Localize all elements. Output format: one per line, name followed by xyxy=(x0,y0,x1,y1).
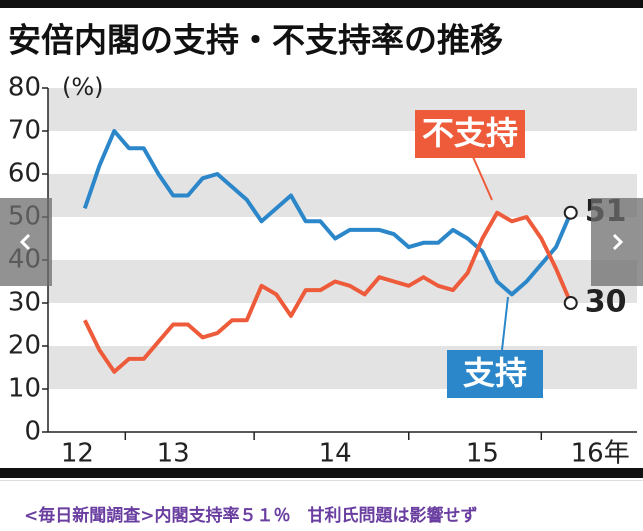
y-tick-label: 0 xyxy=(24,417,41,447)
callout-box xyxy=(415,110,525,158)
y-tick-label: 20 xyxy=(8,331,41,361)
grid-band xyxy=(48,88,637,131)
next-button[interactable] xyxy=(591,198,643,286)
legend-label: 支持 xyxy=(463,354,527,392)
y-tick-label: 30 xyxy=(8,288,41,318)
x-tick-label: 13 xyxy=(157,439,190,469)
x-tick-label: 12 xyxy=(61,439,94,469)
prev-icon xyxy=(19,233,31,251)
x-tick-label: 16年 xyxy=(571,439,630,469)
y-tick-label: 10 xyxy=(8,374,41,404)
x-tick-label: 14 xyxy=(319,439,352,469)
series-line xyxy=(82,129,573,297)
series-line xyxy=(83,210,573,374)
callout-pointer xyxy=(501,296,509,351)
legend-label: 不支持 xyxy=(422,114,518,152)
top-bar xyxy=(0,0,643,8)
bottom-bar xyxy=(0,468,643,478)
end-label: 30 xyxy=(585,285,627,320)
grid-band xyxy=(48,174,637,217)
callout-pointer xyxy=(469,149,493,201)
prev-button[interactable] xyxy=(0,198,52,286)
y-axis-label: (%) xyxy=(62,73,104,101)
y-tick-label: 80 xyxy=(8,73,41,103)
callout-box xyxy=(447,350,543,398)
caption[interactable]: <毎日新聞調査>内閣支持率５１％ 甘利氏問題は影響せず xyxy=(0,480,643,531)
y-tick-label: 60 xyxy=(8,159,41,189)
chart-title: 安倍内閣の支持・不支持率の推移 xyxy=(8,21,503,60)
grid-band xyxy=(48,346,637,389)
x-tick-label: 15 xyxy=(466,439,499,469)
end-marker xyxy=(563,205,578,220)
next-icon xyxy=(612,233,624,251)
y-tick-label: 70 xyxy=(8,116,41,146)
grid-band xyxy=(48,260,637,303)
chart: 安倍内閣の支持・不支持率の推移 01020304050607080(%)1213… xyxy=(0,0,643,478)
end-marker xyxy=(563,296,578,310)
